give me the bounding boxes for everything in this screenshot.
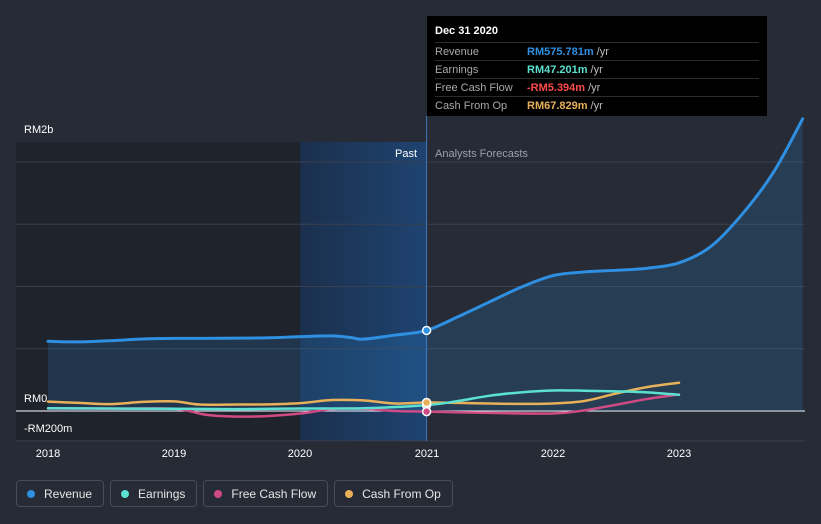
forecast-label: Analysts Forecasts	[435, 148, 528, 160]
tooltip-label: Revenue	[435, 45, 480, 58]
tooltip-unit: /yr	[596, 45, 609, 58]
past-label: Past	[395, 148, 418, 160]
legend-item-cash-from-op[interactable]: Cash From Op	[334, 480, 453, 507]
x-tick-2023: 2023	[666, 448, 692, 460]
legend-dot-icon	[214, 489, 223, 498]
legend-dot-icon	[345, 489, 354, 498]
tooltip-value: RM67.829m	[527, 99, 588, 112]
tooltip-label: Cash From Op	[435, 99, 508, 112]
tooltip-label: Earnings	[435, 63, 479, 76]
series-line-cash-from-op	[46, 381, 681, 407]
legend-dot-icon	[27, 489, 35, 498]
tooltip-date: Dec 31 2020	[435, 25, 498, 37]
x-tick-2019: 2019	[161, 448, 187, 460]
data-tooltip: Dec 31 2020 Revenue RM575.781m /yr Earni…	[427, 16, 767, 116]
past-shade	[16, 142, 301, 441]
past-highlight-shade	[300, 142, 427, 441]
series-line-earnings	[46, 389, 681, 411]
series-line-revenue	[46, 117, 805, 344]
tooltip-value: RM575.781m	[527, 45, 594, 58]
tooltip-value: RM47.201m	[527, 63, 588, 76]
y-label-zero: RM0	[24, 393, 48, 405]
chart-legend: Revenue Earnings Free Cash Flow Cash Fro…	[16, 480, 453, 507]
tooltip-unit: /yr	[590, 99, 603, 112]
x-tick-2022: 2022	[540, 448, 566, 460]
x-tick-2018: 2018	[35, 448, 61, 460]
legend-item-revenue[interactable]: Revenue	[16, 480, 105, 507]
tooltip-label: Free Cash Flow	[435, 81, 513, 94]
tooltip-row-cash-from-op: Cash From Op RM67.829m /yr	[435, 96, 759, 114]
x-tick-2020: 2020	[287, 448, 313, 460]
x-tick-2021: 2021	[414, 448, 440, 460]
tooltip-value: -RM5.394m	[527, 81, 586, 94]
tooltip-unit: /yr	[588, 81, 601, 94]
tooltip-row-earnings: Earnings RM47.201m /yr	[435, 60, 759, 78]
tooltip-unit: /yr	[590, 63, 603, 76]
tooltip-row-revenue: Revenue RM575.781m /yr	[435, 42, 759, 60]
legend-item-free-cash-flow[interactable]: Free Cash Flow	[203, 480, 329, 507]
legend-label: Free Cash Flow	[231, 486, 317, 501]
marker-free-cash-flow	[421, 406, 432, 417]
tooltip-row-free-cash-flow: Free Cash Flow -RM5.394m /yr	[435, 78, 759, 96]
legend-label: Earnings	[138, 486, 186, 501]
legend-label: Cash From Op	[362, 486, 441, 501]
marker-revenue	[421, 325, 432, 336]
legend-dot-icon	[121, 489, 130, 498]
y-label-bottom: -RM200m	[24, 423, 73, 435]
marker-cash-from-op	[421, 397, 432, 408]
legend-item-earnings[interactable]: Earnings	[110, 480, 198, 507]
y-label-top: RM2b	[24, 124, 54, 136]
legend-label: Revenue	[44, 486, 93, 501]
area-revenue	[48, 118, 803, 412]
